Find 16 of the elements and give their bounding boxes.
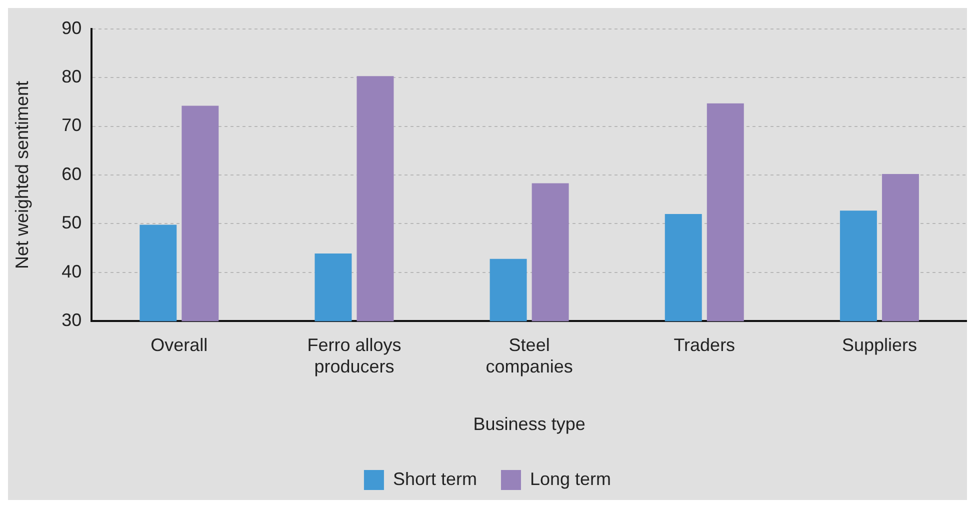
x-tick-label: Traders — [674, 334, 736, 355]
legend-label: Long term — [530, 468, 612, 489]
x-tick-label: Steel companies — [486, 334, 573, 377]
x-tick-label: Ferro alloys producers — [307, 334, 402, 377]
y-tick-label: 40 — [62, 261, 82, 282]
y-tick-label: 90 — [62, 18, 82, 38]
y-tick-label: 60 — [62, 164, 82, 184]
y-tick-label: 30 — [62, 310, 82, 330]
x-axis-title: Business type — [473, 414, 586, 434]
y-axis-title: Net weighted sentiment — [12, 80, 32, 270]
y-tick-label: 80 — [62, 66, 82, 86]
y-tick-label: 50 — [62, 212, 82, 233]
legend-label: Short term — [392, 468, 477, 489]
x-tick-label: Overall — [150, 334, 208, 355]
y-tick-label: 70 — [62, 115, 82, 136]
x-tick-label: Suppliers — [842, 334, 917, 355]
